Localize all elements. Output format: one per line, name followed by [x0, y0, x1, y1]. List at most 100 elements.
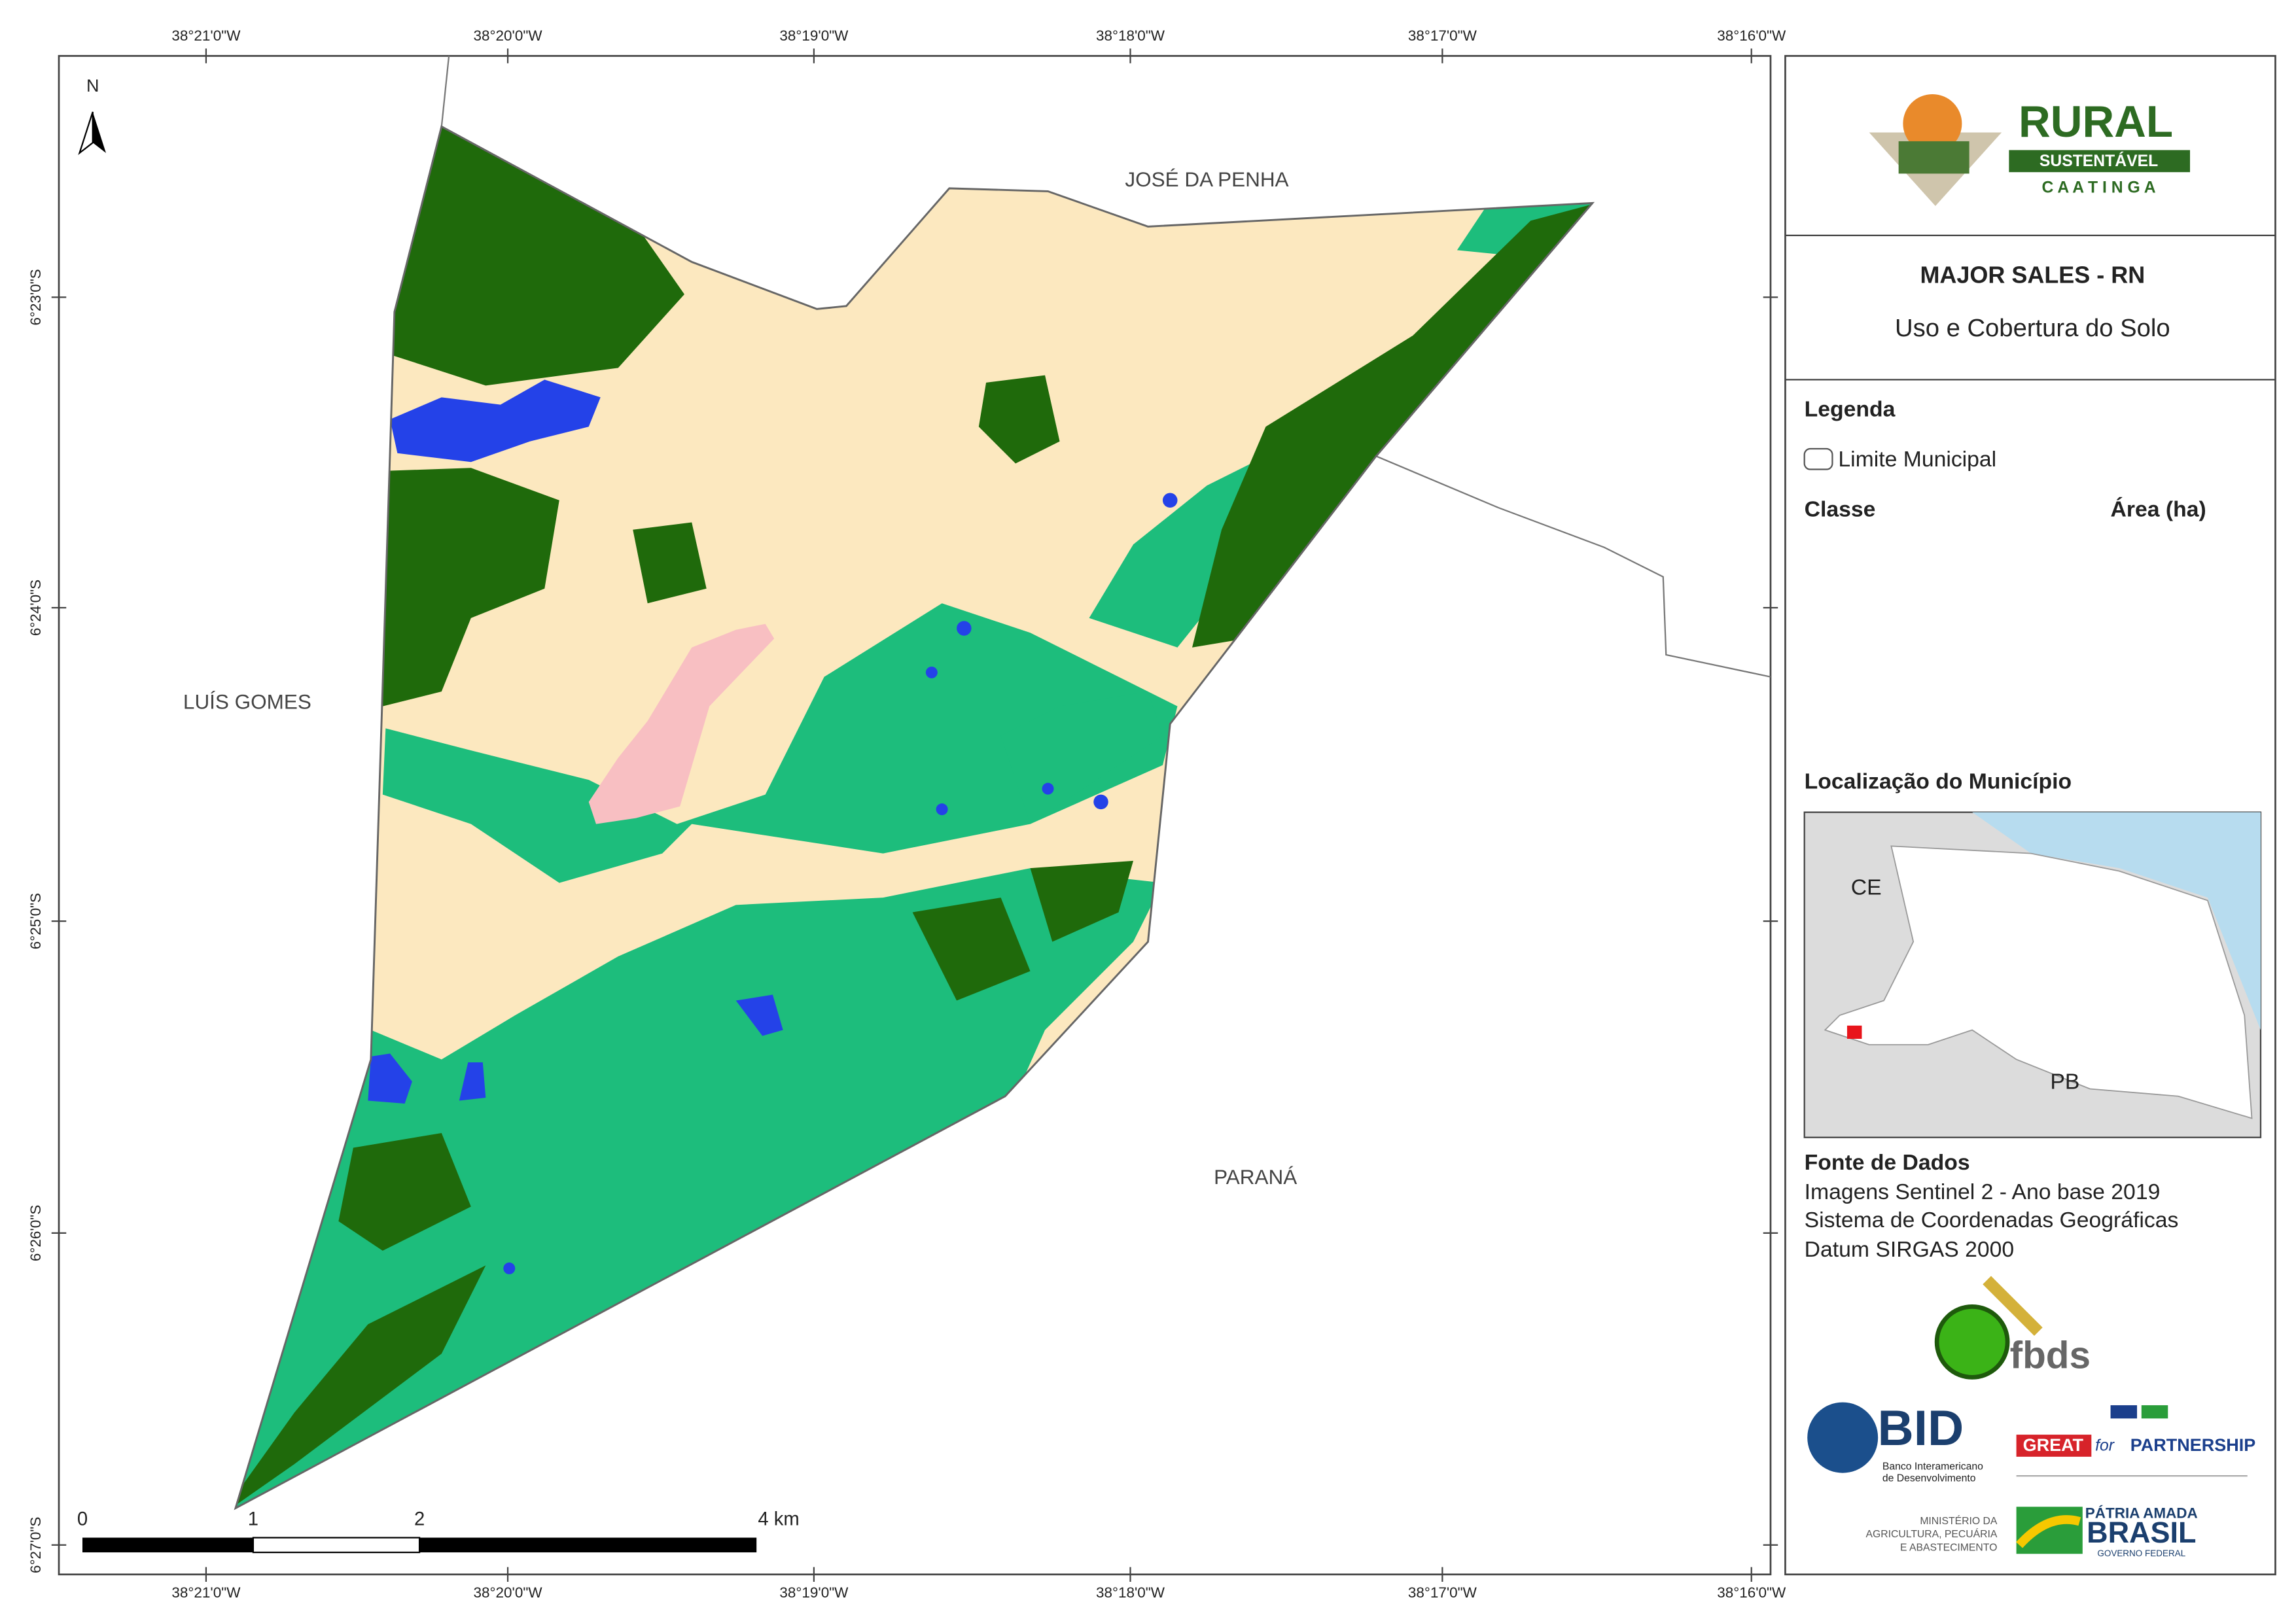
scale-label: 1	[248, 1509, 258, 1529]
coordinate-label: 38°20'0"W	[474, 27, 543, 44]
boundary-line	[440, 56, 450, 127]
neighbour-boundaries	[440, 56, 1771, 678]
scale-label: 0	[77, 1509, 88, 1529]
non-forest-patch	[1000, 691, 1163, 824]
scale-segment	[252, 1537, 421, 1554]
section-title: Fonte de Dados	[1805, 1150, 1970, 1175]
logo-text: GOVERNO FEDERAL	[2097, 1548, 2185, 1558]
forest-patch	[1030, 860, 1134, 942]
logo-text: MINISTÉRIO DA	[1920, 1514, 1998, 1527]
coordinate-label: 38°18'0"W	[1096, 1584, 1165, 1601]
non-forest-patch	[382, 603, 1178, 883]
logo-text: E ABASTECIMENTO	[1900, 1542, 1997, 1553]
logo-text: RURAL	[2019, 97, 2173, 147]
scale-bar	[82, 1537, 757, 1554]
logo-sun	[1903, 94, 1962, 153]
place-label: LUÍS GOMES	[183, 689, 311, 713]
fbds-logo: fbds	[1934, 1276, 2091, 1380]
coordinate-label: 38°16'0"W	[1717, 1584, 1786, 1601]
logo-text: AGRICULTURA, PECUÁRIA	[1866, 1527, 1998, 1540]
non-forest-patch	[235, 868, 1163, 1509]
coordinate-label: 38°20'0"W	[474, 1584, 543, 1601]
state-label: PB	[2050, 1069, 2079, 1094]
logo-text: PARTNERSHIP	[2130, 1435, 2255, 1455]
coordinate-label: 6°27'0"S	[27, 1517, 44, 1573]
logo-text: PÁTRIA AMADA	[2085, 1505, 2198, 1521]
inset-sea	[1972, 812, 2261, 1030]
coordinate-label: 38°21'0"W	[171, 1584, 241, 1601]
place-label: JOSÉ DA PENHA	[1125, 167, 1288, 191]
logo-shape	[1983, 1276, 2043, 1336]
forest-patch	[1192, 203, 1593, 648]
water-body	[957, 621, 972, 636]
water-body	[368, 1053, 412, 1104]
scale-segment	[82, 1537, 253, 1553]
logo-land	[1898, 141, 1969, 174]
logo-band	[2016, 1435, 2092, 1457]
coordinate-label: 38°17'0"W	[1408, 1584, 1477, 1601]
municipality	[234, 125, 1595, 1510]
scale-label: 4 km	[758, 1509, 799, 1529]
column-header: Área (ha)	[2111, 497, 2206, 521]
great-logo: GREAT for PARTNERSHIP	[2016, 1405, 2255, 1477]
logo-text: BID	[1878, 1401, 1964, 1456]
logo-text: SUSTENTÁVEL	[2040, 152, 2158, 170]
coordinate-label: 38°21'0"W	[171, 27, 241, 44]
logo-text: GREAT	[2023, 1435, 2084, 1455]
logo-text: for	[2095, 1437, 2115, 1455]
logo-shape	[1807, 1402, 1879, 1473]
water-body	[925, 666, 938, 678]
arrow-half	[92, 111, 106, 153]
government-logo: MINISTÉRIO DA AGRICULTURA, PECUÁRIA E AB…	[1866, 1505, 2198, 1558]
water-body	[390, 379, 601, 462]
scale-segment	[419, 1537, 757, 1553]
source-line: Imagens Sentinel 2 - Ano base 2019	[1805, 1179, 2161, 1204]
coordinate-label: 6°24'0"S	[27, 580, 44, 636]
logo-text: BRASIL	[2087, 1516, 2196, 1549]
north-label: N	[86, 76, 99, 96]
source-line: Sistema de Coordenadas Geográficas	[1805, 1208, 2179, 1232]
north-arrow: N	[78, 76, 106, 156]
boundary-line	[1375, 455, 1771, 678]
coordinate-label: 38°18'0"W	[1096, 27, 1165, 44]
forest-patch	[633, 522, 707, 604]
forest-patch	[912, 898, 1031, 1001]
coordinate-label: 6°23'0"S	[27, 269, 44, 325]
inset-marker	[1846, 1025, 1862, 1039]
boundary-swatch	[1803, 447, 1833, 470]
inset-state	[1824, 845, 2253, 1119]
logo-text: Banco Interamericano	[1882, 1461, 1983, 1473]
map-title: MAJOR SALES - RN	[1920, 261, 2145, 288]
water-body	[1162, 493, 1178, 508]
logo-shape	[1934, 1304, 2010, 1380]
flag	[2141, 1405, 2168, 1419]
coordinate-label: 38°19'0"W	[779, 27, 849, 44]
water-body	[459, 1062, 486, 1101]
water-body	[936, 803, 948, 816]
logo-shape	[2016, 1507, 2083, 1554]
logo-shape	[2016, 1515, 2081, 1548]
rural-logo: RURAL SUSTENTÁVEL C A A T I N G A	[1869, 94, 2191, 206]
forest-patch	[978, 375, 1060, 464]
coordinate-label: 6°25'0"S	[27, 893, 44, 949]
forest-patch	[338, 1132, 471, 1251]
source-line: Datum SIRGAS 2000	[1805, 1237, 2014, 1262]
location-inset: CE PB	[1803, 811, 2262, 1138]
logo-text: fbds	[2010, 1335, 2091, 1377]
water-body	[1042, 782, 1054, 795]
bid-logo: BID Banco Interamericano de Desenvolvime…	[1807, 1401, 1983, 1484]
coordinate-label: 38°19'0"W	[779, 1584, 849, 1601]
state-label: CE	[1851, 875, 1882, 899]
coordinate-label: 6°26'0"S	[27, 1205, 44, 1261]
municipal-boundary	[234, 125, 1595, 1510]
logo-text: C A A T I N G A	[2042, 179, 2156, 196]
logo-text: de Desenvolvimento	[1882, 1473, 1976, 1484]
scale-label: 2	[414, 1509, 425, 1529]
water-body	[735, 994, 783, 1036]
logo-band	[2009, 150, 2191, 173]
water-body	[503, 1262, 516, 1274]
legend-label: Limite Municipal	[1838, 447, 1996, 472]
